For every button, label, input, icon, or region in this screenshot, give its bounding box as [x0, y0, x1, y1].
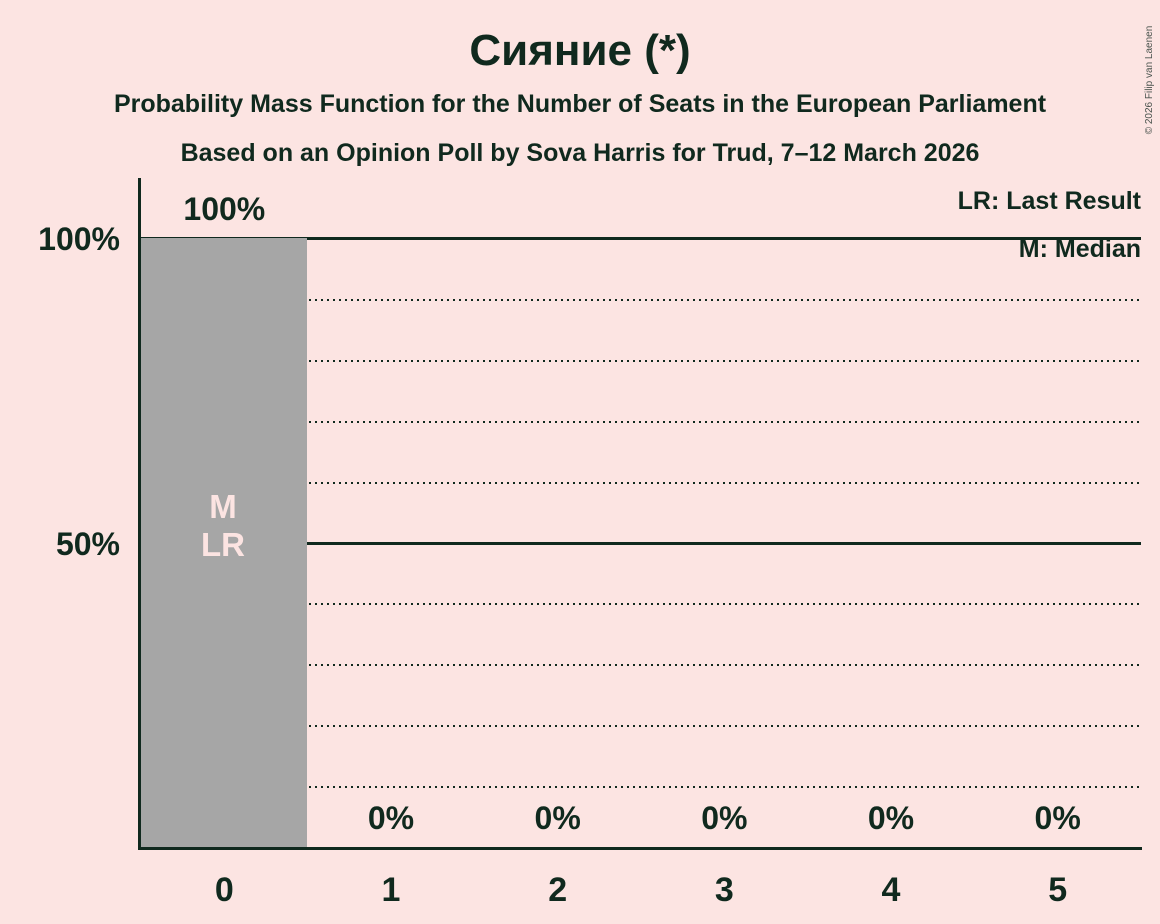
- x-tick-label-1: 1: [381, 871, 401, 909]
- chart-source-note: Based on an Opinion Poll by Sova Harris …: [180, 139, 980, 167]
- x-tick-label-5: 5: [1048, 871, 1068, 909]
- bar-value-label-0: 100%: [183, 191, 266, 227]
- minor-gridline-70: [141, 421, 1141, 423]
- bar-annotation-block: M LR: [142, 488, 304, 564]
- chart-title: Сияние (*): [469, 26, 691, 75]
- legend-last-result: LR: Last Result: [957, 187, 1141, 215]
- bar-value-label-5: 0%: [1034, 800, 1081, 836]
- bar-value-label-2: 0%: [534, 800, 581, 836]
- bar-value-label-4: 0%: [867, 800, 915, 836]
- major-gridline-100: [141, 237, 1141, 240]
- x-tick-label-0: 0: [214, 871, 234, 909]
- bar-value-label-3: 0%: [701, 800, 748, 836]
- y-tick-label-50: 50%: [55, 526, 120, 562]
- chart-subtitle: Probability Mass Function for the Number…: [113, 90, 1047, 118]
- x-tick-label-4: 4: [881, 871, 901, 909]
- x-axis: [138, 847, 1142, 850]
- minor-gridline-80: [141, 360, 1141, 362]
- median-marker: M: [209, 488, 237, 525]
- legend-median: M: Median: [1018, 235, 1141, 263]
- minor-gridline-90: [141, 299, 1141, 301]
- minor-gridline-20: [141, 725, 1141, 727]
- minor-gridline-10: [141, 786, 1141, 788]
- y-tick-label-100: 100%: [38, 221, 120, 257]
- major-gridline-50: [141, 542, 1141, 545]
- copyright-notice: © 2026 Filip van Laenen: [1144, 25, 1155, 135]
- y-axis: [138, 178, 141, 850]
- last-result-marker: LR: [201, 526, 245, 563]
- minor-gridline-60: [141, 482, 1141, 484]
- x-tick-label-3: 3: [714, 871, 734, 909]
- minor-gridline-30: [141, 664, 1141, 666]
- bar-value-label-1: 0%: [367, 800, 415, 836]
- minor-gridline-40: [141, 603, 1141, 605]
- x-tick-label-2: 2: [548, 871, 568, 909]
- bar-seats-0: [141, 238, 307, 847]
